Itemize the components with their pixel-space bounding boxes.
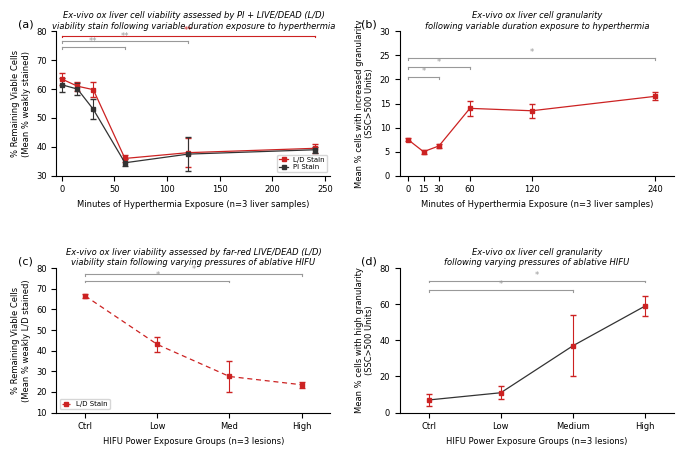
Text: **: ** [89,37,97,47]
Text: (b): (b) [362,20,377,30]
Text: *: * [437,58,441,67]
Y-axis label: Mean % cells with increased granularity
(SSC>500 Units): Mean % cells with increased granularity … [355,19,374,188]
Y-axis label: Mean % cells with high granularity
(SSC>500 Units): Mean % cells with high granularity (SSC>… [355,267,374,413]
Title: Ex-vivo ox liver cell granularity
following varying pressures of ablative HIFU: Ex-vivo ox liver cell granularity follow… [445,248,630,267]
Text: *: * [499,280,503,289]
Text: (d): (d) [362,256,377,266]
X-axis label: Minutes of Hyperthermia Exposure (n=3 liver samples): Minutes of Hyperthermia Exposure (n=3 li… [77,200,310,209]
Title: Ex-vivo ox liver cell granularity
following variable duration exposure to hypert: Ex-vivo ox liver cell granularity follow… [425,11,649,31]
Legend: L/D Stain: L/D Stain [60,399,110,409]
Legend: L/D Stain, PI Stain: L/D Stain, PI Stain [277,155,327,172]
Text: *: * [155,271,160,280]
Y-axis label: % Remaining Viable Cells
(Mean % weakly L/D stained): % Remaining Viable Cells (Mean % weakly … [11,279,31,402]
Text: *: * [191,265,195,274]
X-axis label: HIFU Power Exposure Groups (n=3 lesions): HIFU Power Exposure Groups (n=3 lesions) [103,437,284,446]
Text: **: ** [121,32,129,41]
Text: (c): (c) [18,256,33,266]
Title: Ex-vivo ox liver viability assessed by far-red LIVE/DEAD (L/D)
viability stain f: Ex-vivo ox liver viability assessed by f… [66,248,321,267]
Text: *: * [421,67,425,76]
Text: (a): (a) [18,20,34,30]
Text: **: ** [184,26,192,35]
X-axis label: Minutes of Hyperthermia Exposure (n=3 liver samples): Minutes of Hyperthermia Exposure (n=3 li… [421,200,653,209]
Title: Ex-vivo ox liver cell viability assessed by PI + LIVE/DEAD (L/D)
viability stain: Ex-vivo ox liver cell viability assessed… [52,11,335,31]
Text: *: * [535,271,539,280]
Y-axis label: % Remaining Viable Cells
(Mean % weakly stained): % Remaining Viable Cells (Mean % weakly … [11,50,31,157]
Text: *: * [530,48,534,57]
X-axis label: HIFU Power Exposure Groups (n=3 lesions): HIFU Power Exposure Groups (n=3 lesions) [446,437,627,446]
